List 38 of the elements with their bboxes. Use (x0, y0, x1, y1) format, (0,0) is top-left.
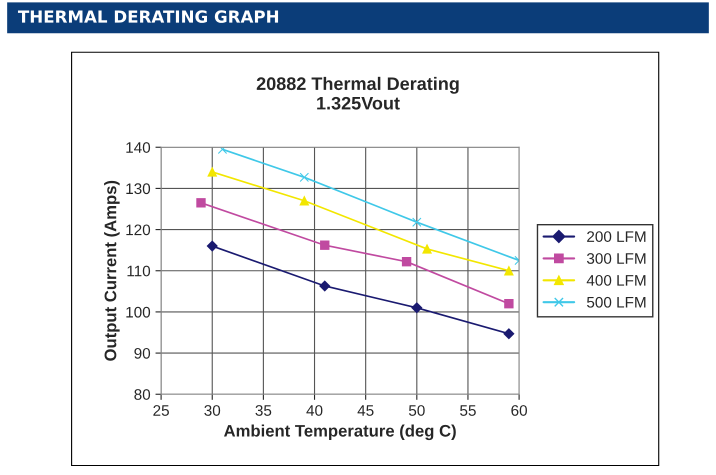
x-tick-label: 55 (460, 405, 476, 416)
y-tick-label: 120 (126, 224, 150, 236)
x-tick-label: 25 (153, 405, 169, 416)
point (196, 198, 206, 208)
legend-label: 500 LFM (586, 296, 646, 308)
y-tick-label: 140 (126, 142, 150, 153)
y-tick-label: 80 (134, 389, 150, 400)
y-tick-label: 90 (134, 348, 150, 359)
x-tick-label: 45 (358, 405, 374, 416)
x-tick-label: 30 (204, 405, 220, 416)
point (218, 147, 228, 154)
x-tick-label: 40 (306, 405, 322, 416)
point (504, 266, 514, 276)
legend-label: 400 LFM (586, 274, 646, 286)
point (422, 244, 432, 254)
point (300, 172, 309, 182)
x-tick-label: 60 (511, 405, 527, 416)
point (411, 302, 422, 314)
y-tick-label: 110 (127, 266, 150, 276)
point (402, 257, 412, 266)
y-tick-label: 130 (126, 183, 150, 194)
point (300, 196, 309, 206)
point (412, 217, 422, 227)
legend-label: 300 LFM (586, 253, 646, 264)
y-axis-title: Output Current (Amps) (104, 180, 120, 361)
point (503, 328, 514, 340)
point (320, 240, 330, 250)
chart-subtitle: 20882 Thermal Derating 1.325Vout (256, 76, 459, 110)
point (206, 240, 218, 252)
x-axis-title: Ambient Temperature (deg C) (224, 424, 456, 440)
point (319, 280, 330, 292)
y-tick-label: 100 (126, 306, 150, 318)
point (504, 298, 514, 308)
legend-label: 200 LFM (587, 231, 646, 242)
x-tick-label: 50 (408, 405, 425, 416)
point (208, 167, 217, 177)
x-tick-label: 35 (255, 405, 272, 416)
chart-title: THERMAL DERATING GRAPH (18, 10, 278, 23)
